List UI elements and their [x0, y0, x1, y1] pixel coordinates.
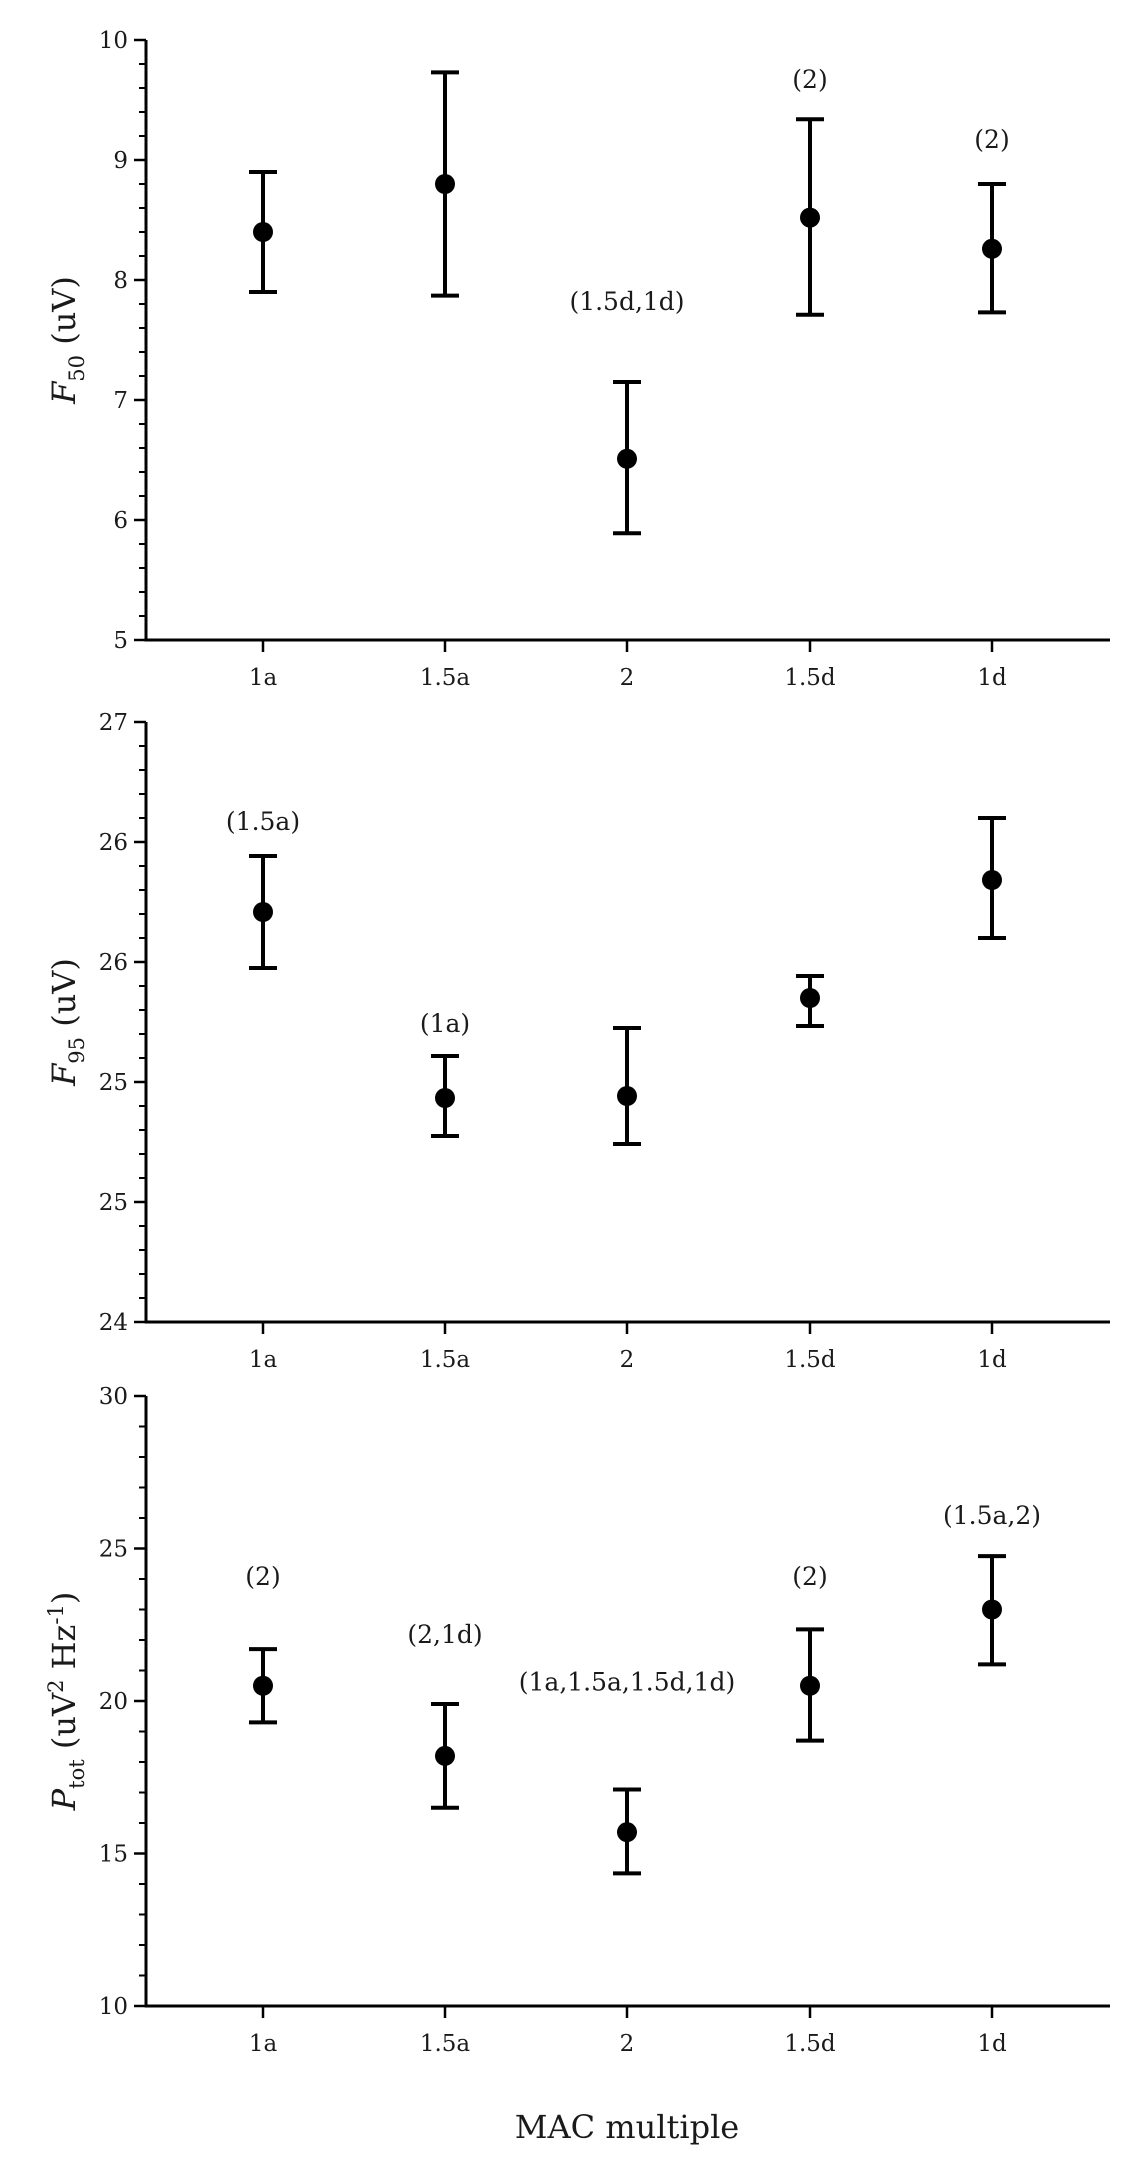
y-axis-label-subscript: 50 — [65, 355, 89, 382]
data-point — [800, 207, 820, 228]
y-tick-label: 26 — [99, 830, 128, 856]
x-tick-label: 1d — [977, 665, 1007, 691]
data-point — [435, 1088, 455, 1108]
y-axis-label-unit: ) — [45, 1592, 83, 1604]
y-tick-label: 30 — [99, 1384, 128, 1410]
significance-annotation: (2,1d) — [407, 1620, 482, 1649]
y-tick-label: 6 — [113, 508, 128, 534]
y-axis-label: F50 (uV) — [45, 276, 89, 405]
y-axis-label-unit: (uV) — [45, 276, 83, 355]
significance-annotation: (1a,1.5a,1.5d,1d) — [519, 1667, 736, 1696]
y-axis-label-unit: Hz — [45, 1625, 83, 1680]
significance-annotation: (1a) — [420, 1009, 470, 1038]
panel-f50: 5 6 7 8 9 10 1a 1.5a 2 1.5d 1d (1.5d,1d) (2) (2) F50 (… — [45, 28, 1110, 691]
significance-annotation: (1.5a) — [226, 807, 300, 836]
y-axis-label-subscript: 95 — [65, 1037, 89, 1064]
x-tick-label: 1.5d — [784, 2031, 836, 2057]
axis-lines — [144, 40, 1110, 642]
significance-annotation: (1.5d,1d) — [569, 287, 684, 316]
data-point — [800, 988, 820, 1008]
y-tick-label: 20 — [99, 1689, 128, 1715]
y-axis-label-unit: (uV) — [45, 958, 83, 1037]
y-axis-label: F95 (uV) — [45, 958, 89, 1087]
y-tick-label: 26 — [99, 950, 128, 976]
x-tick-label: 2 — [620, 1347, 635, 1373]
x-tick-label: 1.5a — [420, 665, 471, 691]
x-tick-label: 1d — [977, 2031, 1007, 2057]
data-point — [253, 1675, 273, 1696]
data-point — [617, 1822, 637, 1843]
y-axis-label-unit: (uV — [45, 1692, 83, 1759]
y-tick-label: 25 — [99, 1070, 128, 1096]
x-tick-label: 1a — [249, 2031, 278, 2057]
y-axis-label-symbol: F — [45, 1062, 83, 1087]
y-tick-label: 8 — [113, 268, 128, 294]
x-tick-label: 1d — [977, 1347, 1007, 1373]
data-point — [435, 174, 455, 194]
x-axis-label: MAC multiple — [515, 2108, 739, 2146]
significance-annotation: (2) — [792, 65, 827, 94]
significance-annotation: (2) — [245, 1562, 280, 1591]
x-tick-label: 1.5a — [420, 1347, 471, 1373]
x-tick-label: 1a — [249, 665, 278, 691]
y-tick-label: 5 — [113, 628, 128, 654]
data-point — [800, 1675, 820, 1696]
y-tick-label: 25 — [99, 1190, 128, 1216]
y-tick-label: 9 — [113, 148, 128, 174]
significance-annotation: (1.5a,2) — [943, 1501, 1041, 1530]
axis-lines — [144, 1396, 1110, 2008]
x-tick-label: 2 — [620, 2031, 635, 2057]
x-tick-label: 1.5a — [420, 2031, 471, 2057]
x-tick-label: 1.5d — [784, 665, 836, 691]
y-axis-label-superscript: 2 — [44, 1680, 68, 1693]
y-tick-label: 10 — [99, 28, 128, 54]
y-axis-label-superscript: -1 — [44, 1604, 68, 1624]
panel-ptot: 10 15 20 25 30 1a 1.5a 2 1.5d 1d (2) (2,1d) (1a,1.5a… — [44, 1384, 1110, 2057]
y-tick-label: 15 — [99, 1842, 128, 1868]
significance-annotation: (2) — [792, 1562, 827, 1591]
y-tick-label: 25 — [99, 1537, 128, 1563]
y-tick-label: 27 — [99, 710, 128, 736]
y-axis-label-subscript: tot — [65, 1759, 89, 1789]
data-point — [617, 1086, 637, 1106]
y-tick-label: 10 — [99, 1994, 128, 2020]
panel-f95: 24 25 25 26 26 27 1a 1.5a 2 1.5d 1d (1.5a) (1a) F95 (… — [45, 710, 1110, 1373]
data-point — [982, 870, 1002, 890]
y-axis-label-symbol: P — [45, 1788, 83, 1811]
data-point — [435, 1745, 455, 1766]
y-tick-label: 24 — [99, 1310, 128, 1336]
y-axis-label: Ptot (uV2 Hz-1) — [44, 1592, 89, 1812]
y-tick-label: 7 — [113, 388, 128, 414]
data-point — [253, 222, 273, 242]
x-tick-label: 1a — [249, 1347, 278, 1373]
x-tick-label: 1.5d — [784, 1347, 836, 1373]
data-point — [617, 448, 637, 469]
significance-annotation: (2) — [974, 125, 1009, 154]
data-point — [253, 902, 273, 922]
data-point — [982, 238, 1002, 259]
x-tick-label: 2 — [620, 665, 635, 691]
data-point — [982, 1599, 1002, 1620]
y-axis-label-symbol: F — [45, 380, 83, 405]
